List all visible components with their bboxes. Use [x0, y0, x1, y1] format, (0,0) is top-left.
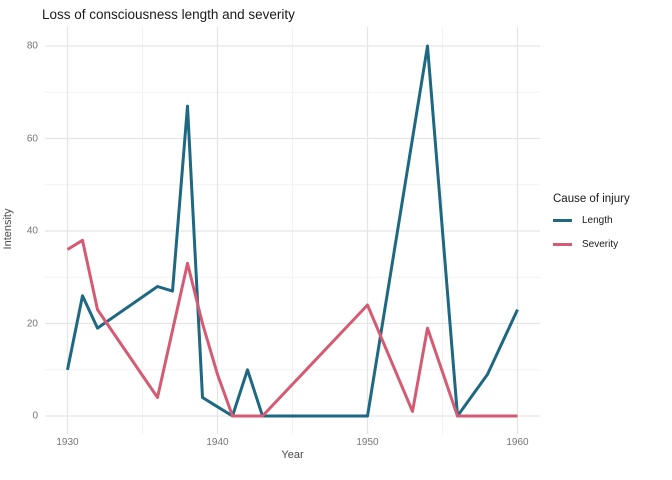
series-line-severity: [66, 238, 518, 418]
chart-canvas: [45, 27, 540, 434]
x-tick-label: 1950: [356, 437, 379, 448]
y-tick-label: 80: [26, 40, 38, 52]
x-tick-label: 1960: [506, 437, 529, 448]
y-tick-label: 40: [26, 225, 38, 237]
legend-items: Length Severity: [553, 215, 669, 250]
plot-panel: [45, 27, 540, 434]
series-line-length: [66, 44, 519, 418]
x-tick-label: 1940: [206, 437, 229, 448]
legend-item-length: Length: [553, 215, 669, 226]
legend-swatch-icon: [553, 242, 572, 247]
legend-item-severity: Severity: [553, 239, 669, 250]
legend-label: Severity: [582, 239, 619, 250]
y-tick-label: 60: [26, 133, 38, 144]
y-tick-label: 20: [26, 318, 38, 329]
legend-label: Length: [582, 215, 613, 226]
legend: Cause of injury Length Severity: [553, 193, 669, 263]
legend-title: Cause of injury: [553, 193, 630, 205]
chart-title: Loss of consciousness length and severit…: [42, 7, 295, 22]
y-tick-label: 0: [32, 410, 38, 422]
legend-swatch-icon: [553, 218, 572, 223]
x-axis-title: Year: [281, 449, 304, 461]
x-tick-label: 1930: [56, 437, 79, 448]
